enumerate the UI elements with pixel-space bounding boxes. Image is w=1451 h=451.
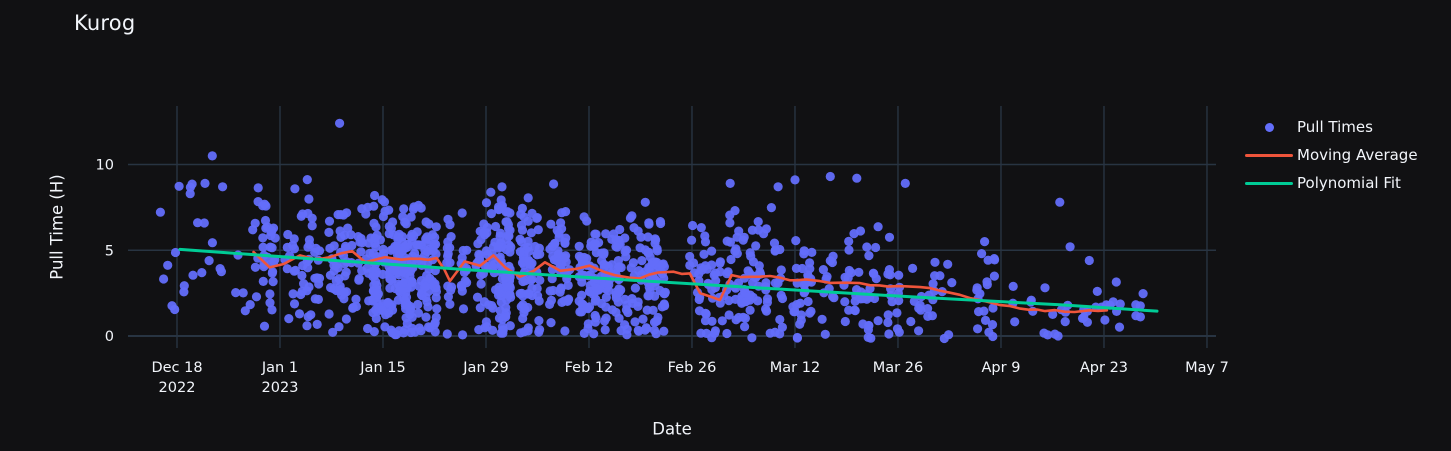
gridlines — [128, 106, 1216, 348]
x-tick-label: Apr 9 — [982, 360, 1021, 376]
x-tick-label: Feb 12 — [565, 360, 614, 376]
x-tick-label: Mar 12 — [770, 360, 820, 376]
x-tick-label: Feb 26 — [668, 360, 717, 376]
legend-item-moving-average[interactable]: Moving Average — [1245, 141, 1445, 169]
chart-title: Kurog — [74, 11, 136, 35]
x-tick-sublabel: 2022 — [159, 380, 196, 396]
x-tick-label: Dec 18 — [151, 360, 202, 376]
y-tick-label: 10 — [96, 158, 114, 174]
line-marker-icon — [1245, 141, 1293, 169]
x-tick-label: Jan 15 — [359, 360, 405, 376]
y-axis-title: Pull Time (H) — [47, 174, 67, 280]
scatter-marker-icon — [1245, 113, 1293, 141]
x-tick-label: Apr 23 — [1080, 360, 1128, 376]
legend-label: Polynomial Fit — [1297, 174, 1401, 192]
x-axis-title: Date — [652, 419, 692, 439]
polynomial-fit-line[interactable] — [178, 247, 1159, 313]
line-marker-icon — [1245, 169, 1293, 197]
legend-item-pull-times[interactable]: Pull Times — [1245, 113, 1445, 141]
legend-label: Moving Average — [1297, 146, 1418, 164]
legend-item-polynomial-fit[interactable]: Polynomial Fit — [1245, 169, 1445, 197]
x-tick-label: May 7 — [1185, 360, 1229, 376]
y-tick-label: 0 — [105, 329, 114, 345]
legend: Pull Times Moving Average Polynomial Fit — [1245, 113, 1445, 197]
x-tick-sublabel: 2023 — [262, 380, 299, 396]
x-axis-tick-labels: Dec 18 2022 Jan 1 2023 Jan 15 Jan 29 Feb 12 Feb… — [151, 360, 1228, 396]
y-axis-tick-labels: 0 5 10 — [96, 158, 114, 346]
legend-label: Pull Times — [1297, 118, 1373, 136]
y-tick-label: 5 — [105, 243, 114, 259]
x-tick-label: Jan 29 — [462, 360, 508, 376]
x-tick-label: Jan 1 — [261, 360, 298, 376]
x-tick-label: Mar 26 — [873, 360, 923, 376]
pull-times-scatter-series[interactable] — [155, 118, 1148, 344]
